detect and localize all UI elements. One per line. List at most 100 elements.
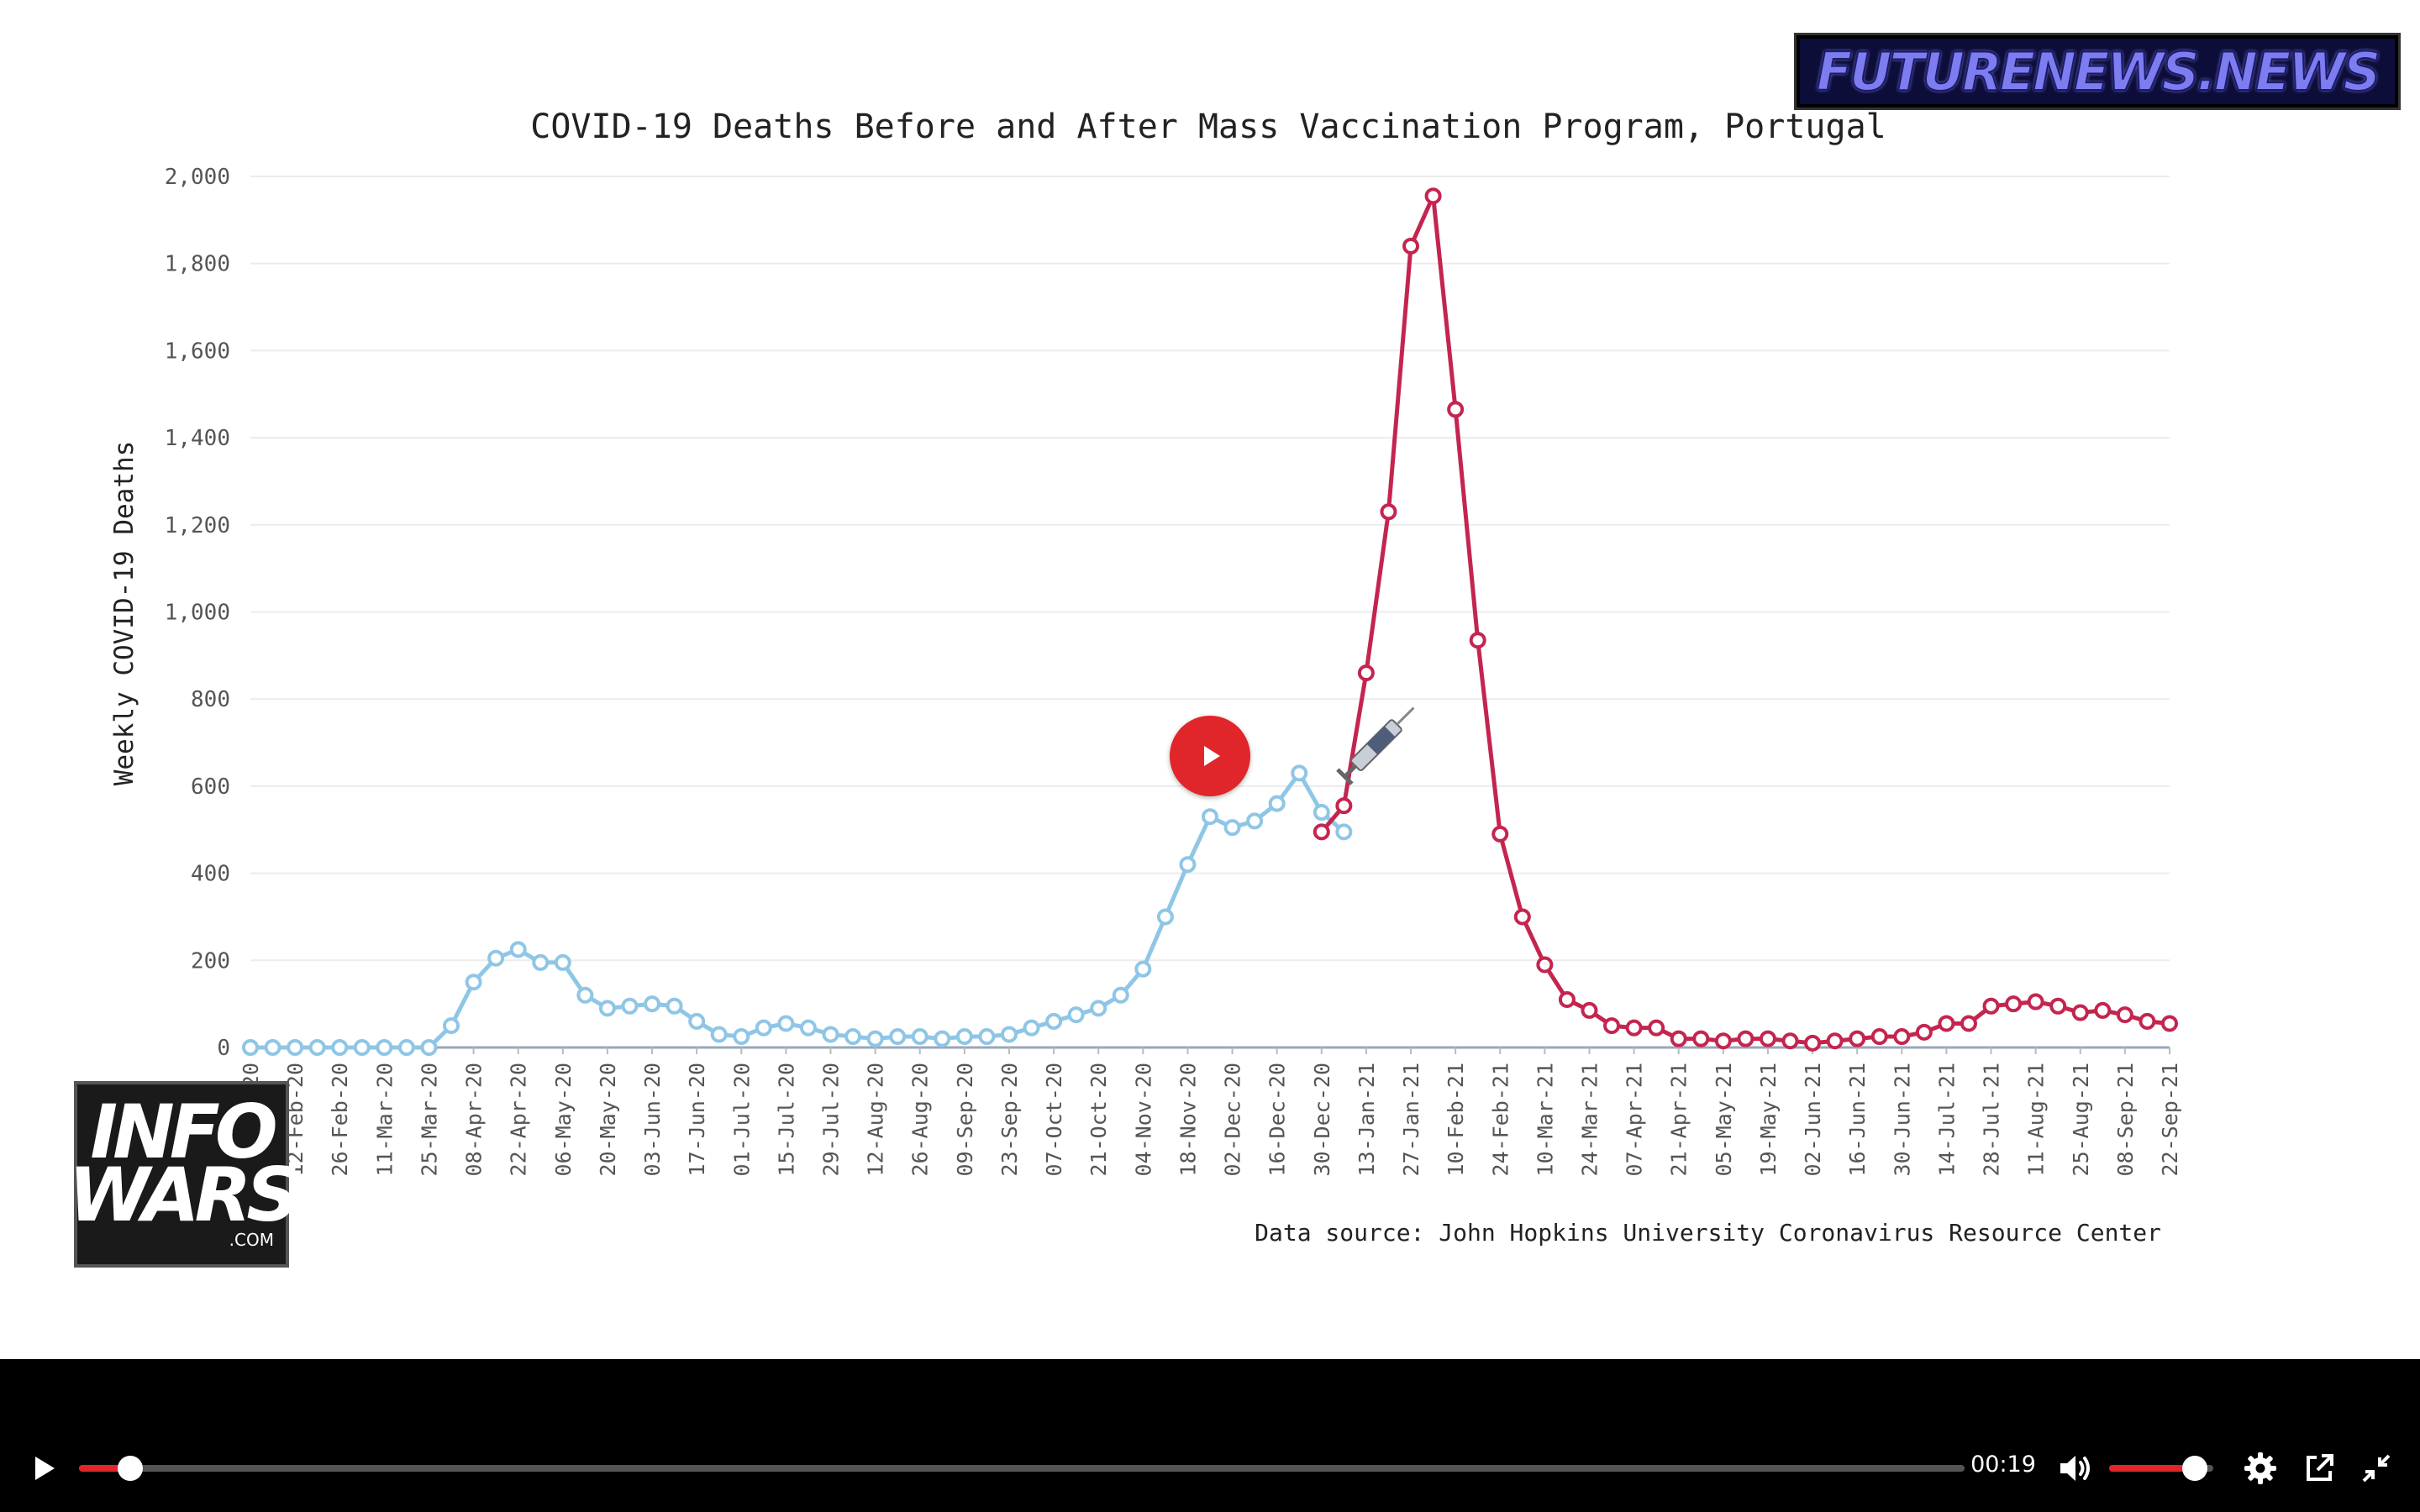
x-tick-label: 11-Aug-21 bbox=[2024, 1063, 2049, 1176]
data-point bbox=[1513, 908, 1531, 926]
x-tick-label: 05-May-21 bbox=[1712, 1063, 1736, 1176]
data-point bbox=[376, 1039, 393, 1056]
data-point bbox=[844, 1028, 862, 1046]
volume-handle[interactable] bbox=[2181, 1456, 2207, 1481]
volume-button[interactable] bbox=[2055, 1450, 2096, 1487]
x-tick-label: 10-Mar-21 bbox=[1533, 1063, 1557, 1176]
data-point bbox=[822, 1026, 839, 1043]
series-line bbox=[1319, 193, 2170, 1046]
progress-bar[interactable] bbox=[79, 1456, 1965, 1481]
y-tick-label: 800 bbox=[191, 687, 230, 712]
data-point bbox=[1893, 1028, 1911, 1046]
data-point bbox=[1246, 812, 1264, 830]
settings-button[interactable] bbox=[2242, 1450, 2279, 1487]
data-point bbox=[1938, 1015, 1955, 1032]
data-point bbox=[1335, 797, 1353, 815]
popout-button[interactable] bbox=[2301, 1450, 2338, 1487]
data-point bbox=[1581, 1001, 1598, 1019]
data-point bbox=[1313, 823, 1330, 841]
play-icon bbox=[1204, 746, 1220, 766]
data-point bbox=[1625, 1019, 1643, 1037]
gear-icon bbox=[2244, 1452, 2276, 1484]
data-point bbox=[1670, 1030, 1687, 1047]
data-point bbox=[1291, 764, 1308, 782]
syringe-icon bbox=[1336, 706, 1415, 785]
data-point bbox=[666, 997, 683, 1015]
x-tick-label: 04-Nov-20 bbox=[1131, 1063, 1155, 1176]
x-tick-label: 19-May-21 bbox=[1756, 1063, 1781, 1176]
x-tick-label: 30-Dec-20 bbox=[1310, 1063, 1334, 1176]
x-tick-label: 21-Apr-21 bbox=[1667, 1063, 1691, 1176]
x-ticks: 29-Jan-2012-Feb-2026-Feb-2011-Mar-2025-M… bbox=[239, 1047, 2182, 1176]
x-tick-label: 26-Feb-20 bbox=[328, 1063, 352, 1176]
data-point bbox=[889, 1028, 907, 1046]
external-link-icon bbox=[2307, 1454, 2333, 1481]
y-tick-label: 1,800 bbox=[165, 252, 230, 277]
data-point bbox=[443, 1017, 460, 1035]
data-point bbox=[2027, 993, 2044, 1011]
y-tick-label: 1,200 bbox=[165, 513, 230, 538]
x-tick-label: 26-Aug-20 bbox=[908, 1063, 933, 1176]
data-point bbox=[1447, 401, 1465, 418]
x-tick-label: 18-Nov-20 bbox=[1176, 1063, 1200, 1176]
video-frame[interactable]: COVID-19 Deaths Before and After Mass Va… bbox=[0, 0, 2420, 1359]
y-tick-label: 1,400 bbox=[165, 426, 230, 451]
data-point bbox=[1112, 986, 1129, 1004]
data-point bbox=[911, 1028, 929, 1046]
x-tick-label: 07-Apr-21 bbox=[1623, 1063, 1647, 1176]
x-tick-label: 20-May-20 bbox=[596, 1063, 620, 1176]
data-point bbox=[308, 1039, 326, 1056]
data-point bbox=[1179, 856, 1197, 874]
x-tick-label: 08-Apr-20 bbox=[462, 1063, 487, 1176]
x-tick-label: 02-Dec-20 bbox=[1221, 1063, 1245, 1176]
x-tick-label: 10-Feb-21 bbox=[1444, 1063, 1468, 1176]
data-point bbox=[710, 1026, 728, 1043]
x-tick-label: 07-Oct-20 bbox=[1042, 1063, 1066, 1176]
data-point bbox=[1202, 808, 1218, 826]
data-point bbox=[799, 1019, 817, 1037]
progress-handle[interactable] bbox=[117, 1456, 143, 1481]
volume-slider[interactable] bbox=[2109, 1456, 2213, 1481]
data-point bbox=[1759, 1030, 1776, 1047]
play-icon bbox=[35, 1457, 55, 1480]
data-point bbox=[1134, 960, 1152, 978]
y-tick-label: 1,000 bbox=[165, 601, 230, 626]
data-point bbox=[2071, 1004, 2089, 1021]
y-ticks: 0 200 400 600 800 1,000 1,200 1,400 1,600 1,800 2,… bbox=[165, 165, 230, 1061]
data-point bbox=[1737, 1030, 1754, 1047]
data-point bbox=[2139, 1012, 2156, 1030]
center-play-button[interactable] bbox=[1170, 716, 1250, 796]
x-tick-label: 06-May-20 bbox=[551, 1063, 576, 1176]
chart-series bbox=[242, 187, 2178, 1056]
x-tick-label: 27-Jan-21 bbox=[1399, 1063, 1423, 1176]
exit-fullscreen-button[interactable] bbox=[2358, 1450, 2395, 1487]
x-tick-label: 24-Mar-21 bbox=[1577, 1063, 1602, 1176]
data-point bbox=[621, 997, 639, 1015]
exit-fullscreen-icon bbox=[2362, 1454, 2391, 1483]
data-point bbox=[264, 1039, 281, 1056]
x-tick-label: 09-Sep-20 bbox=[953, 1063, 977, 1176]
data-point bbox=[1067, 1006, 1085, 1024]
data-point bbox=[1915, 1023, 1933, 1041]
x-tick-label: 08-Sep-21 bbox=[2113, 1063, 2138, 1176]
chart: COVID-19 Deaths Before and After Mass Va… bbox=[109, 108, 2182, 1247]
x-tick-label: 14-Jul-21 bbox=[1934, 1063, 1959, 1176]
data-point bbox=[1692, 1030, 1710, 1047]
data-point bbox=[532, 953, 550, 971]
play-button[interactable] bbox=[24, 1448, 64, 1488]
x-tick-label: 13-Jan-21 bbox=[1355, 1063, 1379, 1176]
data-point bbox=[1491, 825, 1509, 843]
chart-grid bbox=[250, 176, 2170, 1048]
data-point bbox=[242, 1039, 259, 1056]
y-tick-label: 600 bbox=[191, 774, 230, 800]
x-tick-label: 22-Sep-21 bbox=[2158, 1063, 2182, 1176]
data-point bbox=[1313, 804, 1330, 822]
volume-fill bbox=[2109, 1465, 2195, 1472]
data-point bbox=[1536, 956, 1554, 974]
data-point bbox=[554, 953, 571, 971]
infowars-logo-line1: INFO bbox=[90, 1088, 277, 1175]
futurenews-logo: FUTURENEWS.NEWS bbox=[1797, 35, 2398, 108]
data-point bbox=[598, 1000, 616, 1017]
data-point bbox=[733, 1028, 750, 1046]
